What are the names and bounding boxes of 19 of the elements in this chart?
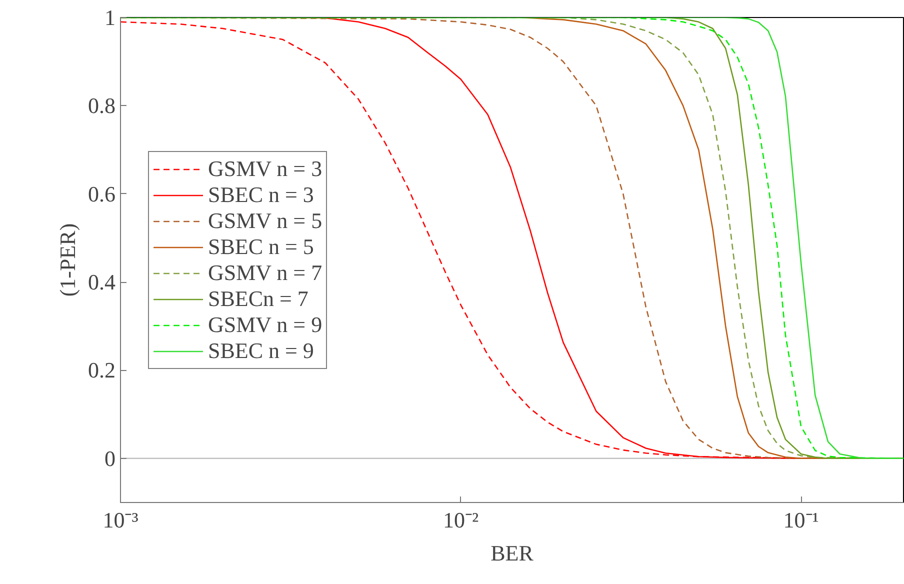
y-tick-label: 0: [104, 446, 116, 471]
legend-label: SBEC n = 5: [208, 234, 314, 260]
x-tick-label: 10⁻²: [442, 508, 479, 532]
legend-label: GSMV n = 3: [208, 156, 322, 182]
y-tick-label: 0.8: [88, 93, 116, 118]
y-tick-label: 0.6: [88, 181, 116, 206]
y-tick-label: 0.4: [88, 270, 116, 295]
legend-label: SBECn = 7: [208, 286, 308, 312]
legend-label: SBEC n = 9: [208, 338, 314, 364]
y-axis-title: (1-PER): [55, 223, 80, 297]
legend-label: GSMV n = 7: [208, 260, 322, 286]
x-tick-label: 10⁻¹: [783, 508, 819, 532]
y-tick-label: 1: [104, 5, 116, 30]
legend-label: SBEC n = 3: [208, 182, 314, 208]
legend-label: GSMV n = 9: [208, 312, 322, 338]
x-tick-label: 10⁻³: [102, 508, 139, 532]
x-axis-title: BER: [490, 540, 534, 566]
legend-label: GSMV n = 5: [208, 208, 322, 234]
y-tick-label: 0.2: [88, 358, 116, 383]
